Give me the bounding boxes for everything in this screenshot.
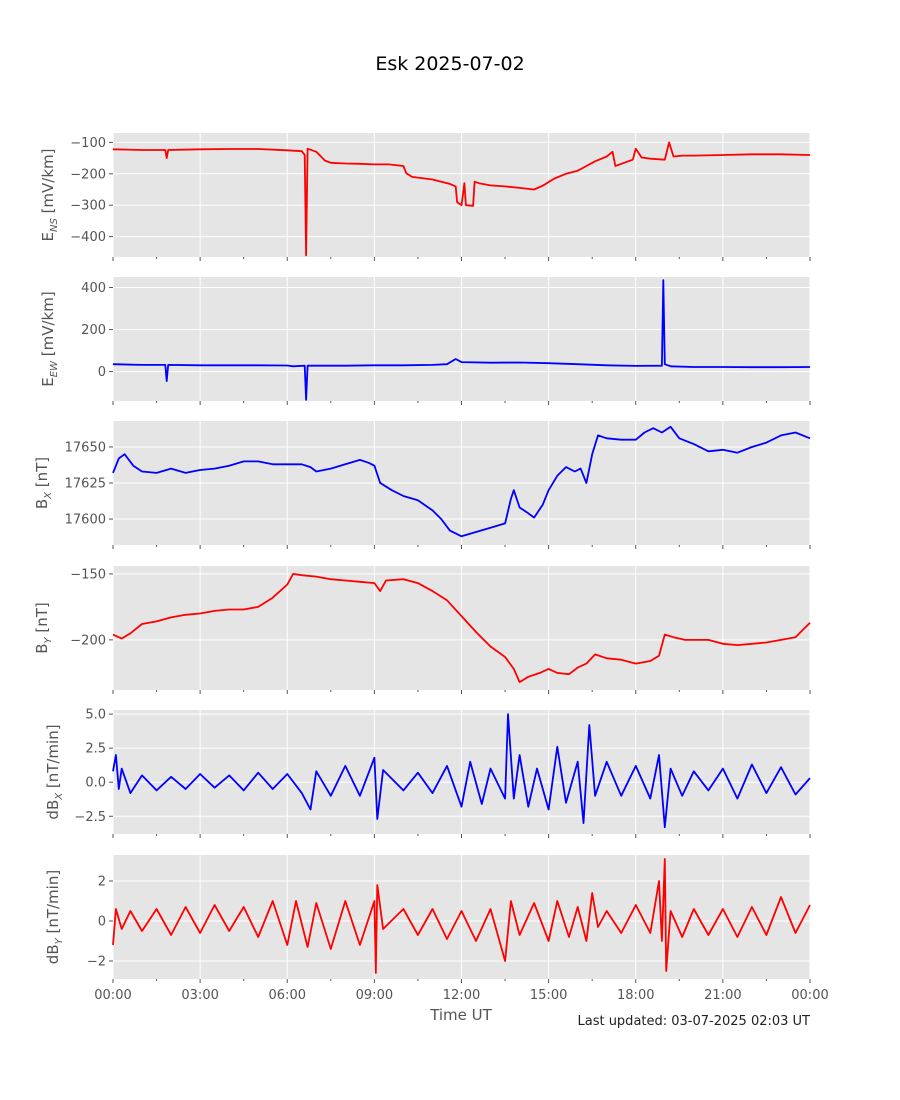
y-tick-label: 17625: [65, 477, 106, 492]
x-tick-label: 12:00: [443, 988, 480, 1003]
x-axis-label: Time UT: [429, 1006, 492, 1024]
y-label-unit: [nT]: [33, 602, 51, 637]
y-label-main: E: [39, 377, 57, 386]
x-tick-label: 03:00: [181, 988, 218, 1003]
panel-2: 17650 17625 17600 BX [nT]: [33, 421, 811, 549]
y-tick-label: 0.0: [85, 776, 106, 791]
y-label-sub: X: [54, 792, 65, 801]
y-tick-label: −2: [87, 955, 106, 970]
y-label-sub: EW: [49, 360, 60, 377]
y-tick-label: −100: [70, 136, 106, 151]
y-tick-label: −400: [70, 230, 106, 245]
y-label-main: dB: [44, 944, 62, 964]
y-tick-label: 17600: [65, 513, 106, 528]
y-label-unit: [mV/km]: [39, 291, 57, 361]
panel-1: 400 200 0 EEW [mV/km]: [39, 277, 811, 405]
y-label-sub: X: [43, 491, 54, 500]
panel-0: −100 −200 −300 −400 ENS [mV/km]: [39, 133, 811, 261]
y-tick-label: −200: [70, 633, 106, 648]
y-label-main: B: [33, 499, 51, 509]
y-label-main: B: [33, 643, 51, 653]
y-label-unit: [nT/min]: [44, 870, 62, 938]
x-tick-label: 00:00: [94, 988, 131, 1003]
panel-3: −150 −200 BY [nT]: [33, 566, 811, 694]
panel-4: 5.0 2.5 0.0 −2.5 dBX [nT/min]: [44, 708, 811, 838]
y-tick-label: 2: [98, 875, 106, 890]
y-label-main: E: [39, 232, 57, 241]
series-line: [112, 425, 811, 538]
y-tick-label: 400: [81, 281, 106, 296]
y-tick-label: 0: [98, 365, 106, 380]
y-label-unit: [nT]: [33, 457, 51, 492]
y-tick-label: −150: [70, 567, 106, 582]
x-tick-label: 18:00: [617, 988, 654, 1003]
y-tick-label: −200: [70, 167, 106, 182]
y-axis-label: BX [nT]: [33, 457, 54, 509]
y-tick-label: −300: [70, 199, 106, 214]
y-axis-label: EEW [mV/km]: [39, 291, 60, 386]
x-tick-label: 06:00: [269, 988, 306, 1003]
series-line: [112, 713, 811, 829]
y-label-sub: Y: [54, 937, 65, 944]
x-tick-label: 21:00: [704, 988, 741, 1003]
series-line: [112, 858, 811, 974]
x-tick-label: 15:00: [530, 988, 567, 1003]
y-tick-label: 0: [98, 915, 106, 930]
y-label-main: dB: [44, 800, 62, 820]
y-tick-label: 5.0: [85, 708, 106, 723]
x-tick-label: 00:00: [791, 988, 828, 1003]
series-line: [112, 573, 811, 683]
series-line: [112, 279, 811, 401]
y-label-sub: NS: [49, 218, 60, 232]
y-axis-label: ENS [mV/km]: [39, 148, 60, 241]
y-tick-label: 200: [81, 323, 106, 338]
x-tick-label: 09:00: [356, 988, 393, 1003]
series-line: [112, 141, 811, 257]
y-axis-label: dBX [nT/min]: [44, 724, 65, 819]
y-axis-label: dBY [nT/min]: [44, 870, 65, 964]
y-label-sub: Y: [43, 636, 54, 643]
y-label-unit: [mV/km]: [39, 148, 57, 218]
y-axis-label: BY [nT]: [33, 602, 54, 654]
panel-5: 2 0 −2 dBY [nT/min] 00:00 03:00 06:00 09:00 12:0…: [44, 855, 829, 1003]
y-label-unit: [nT/min]: [44, 724, 62, 792]
y-tick-label: 17650: [65, 440, 106, 455]
chart-title: Esk 2025-07-02: [375, 53, 524, 75]
y-tick-label: 2.5: [85, 742, 106, 757]
y-tick-label: −2.5: [74, 810, 106, 825]
last-updated: Last updated: 03-07-2025 02:03 UT: [577, 1014, 810, 1029]
